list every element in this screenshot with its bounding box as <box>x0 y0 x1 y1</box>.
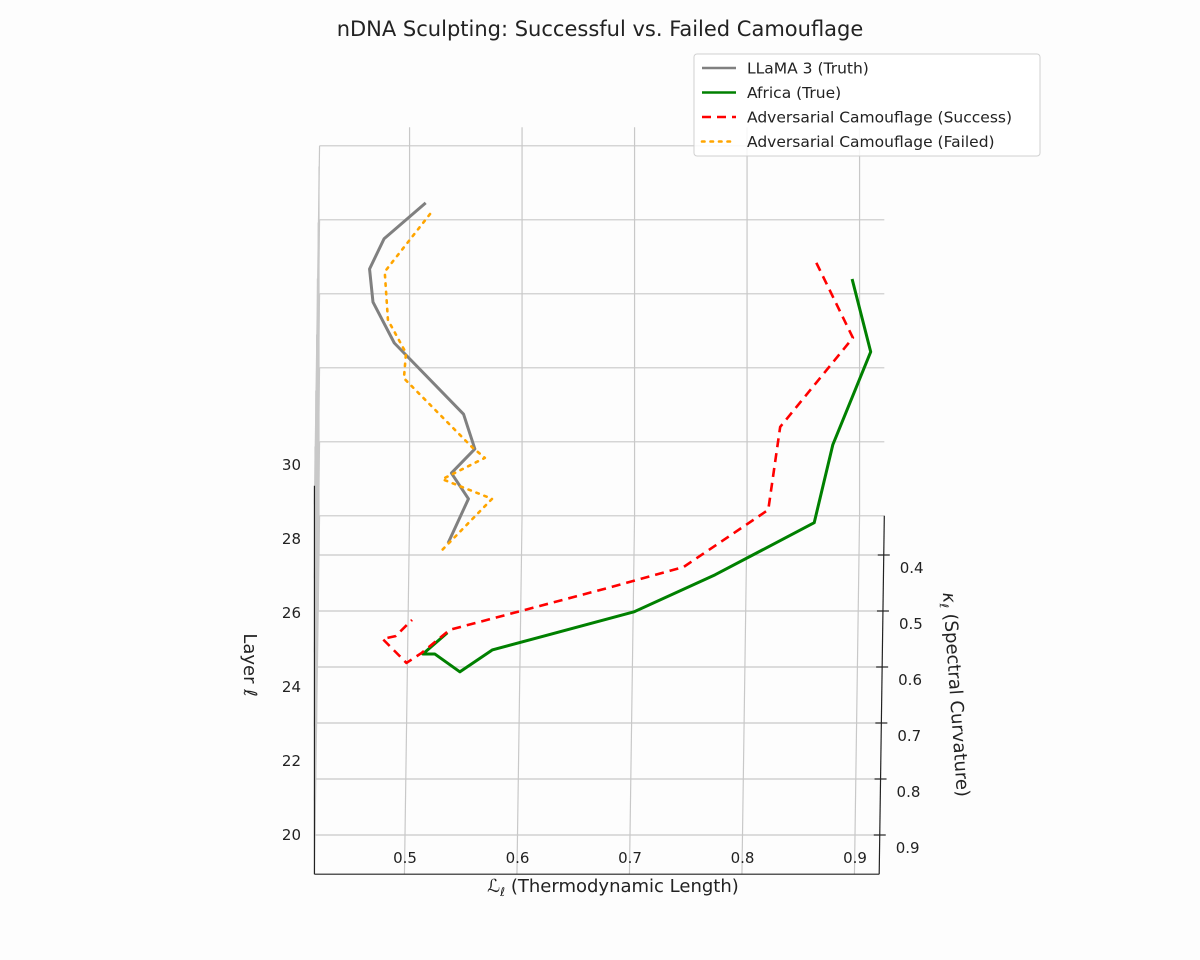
x-tick-label: 0.6 <box>506 849 530 867</box>
gridline-x-floor <box>741 515 748 875</box>
gridline-x-floor <box>516 515 523 875</box>
x-axis-label: ℒℓ (Thermodynamic Length) <box>487 876 739 899</box>
gridline-z-wall <box>313 145 321 505</box>
y-axis-label: κℓ (Spectral Curvature) <box>936 592 973 798</box>
y-axis-line <box>878 515 885 875</box>
z-tick-label: 22 <box>282 752 301 770</box>
gridline-z-wall <box>313 441 321 801</box>
z-tick-label: 28 <box>282 530 301 548</box>
x-tick-label: 0.9 <box>843 849 867 867</box>
gridline-z-wall <box>313 293 321 653</box>
z-tick-label: 24 <box>282 678 301 696</box>
z-axis-label: Layer ℓ <box>239 633 260 696</box>
gridline-z-wall <box>313 515 321 875</box>
gridline-x-floor <box>628 515 636 875</box>
z-tick-label: 20 <box>282 826 301 844</box>
legend: LLaMA 3 (Truth) Africa (True) Adversarial … <box>693 53 1041 157</box>
legend-label: Africa (True) <box>747 84 841 102</box>
z-tick-label: 30 <box>282 456 301 474</box>
series-line-0 <box>368 201 477 544</box>
series-line-2 <box>381 262 855 665</box>
legend-label: LLaMA 3 (Truth) <box>747 60 869 78</box>
legend-box <box>693 53 1041 157</box>
y-tick-label: 0.5 <box>899 615 923 633</box>
x-tick-label: 0.5 <box>393 849 417 867</box>
series-lines <box>368 201 873 674</box>
gridline-x-floor <box>403 515 411 875</box>
grid <box>313 127 885 875</box>
gridline-x-floor <box>853 515 861 875</box>
axes: 0.5 0.6 0.7 0.8 0.9 0.4 0.5 0.6 0.7 0.8 0.9 20 22 24 2… <box>282 456 924 875</box>
series-line-3 <box>383 212 494 553</box>
x-tick-label: 0.8 <box>731 849 755 867</box>
y-tick-label: 0.6 <box>898 671 922 689</box>
legend-label: Adversarial Camouflage (Failed) <box>747 133 995 151</box>
y-tick-label: 0.4 <box>900 559 924 577</box>
gridline-z-wall <box>313 219 321 579</box>
gridline-z-wall <box>313 367 321 727</box>
chart-title: nDNA Sculpting: Successful vs. Failed Ca… <box>337 17 864 41</box>
y-tick-label: 0.9 <box>896 839 920 857</box>
legend-label: Adversarial Camouflage (Success) <box>747 109 1012 127</box>
z-tick-label: 26 <box>282 604 301 622</box>
x-tick-label: 0.7 <box>618 849 642 867</box>
y-tick-label: 0.7 <box>897 727 921 745</box>
series-line-1 <box>421 278 873 674</box>
y-tick-label: 0.8 <box>897 783 921 801</box>
